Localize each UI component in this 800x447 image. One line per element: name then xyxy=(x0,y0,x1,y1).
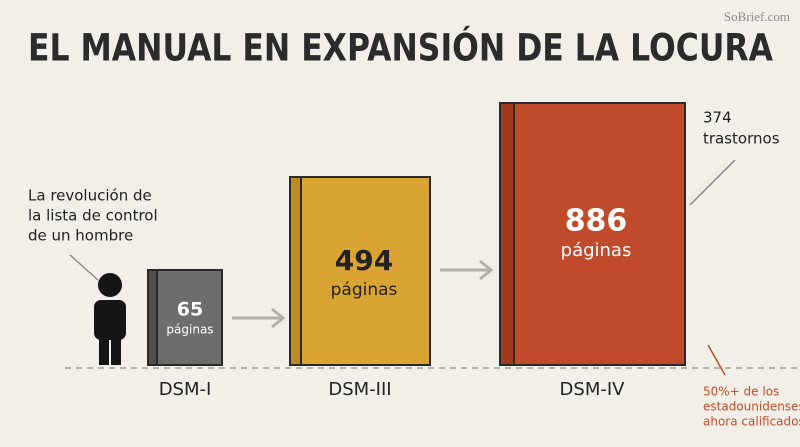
book-label: DSM-III xyxy=(328,379,391,400)
page-count: 494 xyxy=(335,244,393,277)
arrow xyxy=(232,307,286,329)
annotation-line: ahora calificados xyxy=(703,415,800,429)
leader-line xyxy=(707,344,726,376)
annotation-line: estadounidenses xyxy=(703,400,800,414)
book xyxy=(499,102,686,366)
annotation: 50%+ de los estadounidenses ahora califi… xyxy=(703,385,800,429)
annotation-line: 50%+ de los xyxy=(703,385,779,399)
annotation: La revolución de la lista de control de … xyxy=(28,109,780,245)
page-count: 886 xyxy=(565,204,628,239)
title: EL MANUAL EN EXPANSIÓN DE LA LOCURA xyxy=(28,26,773,70)
annotation-line: La revolución de xyxy=(28,187,152,205)
arrow xyxy=(440,259,494,281)
page-unit: páginas xyxy=(561,240,632,261)
annotation-line: la lista de control xyxy=(28,207,158,225)
book xyxy=(147,269,223,366)
page-unit: páginas xyxy=(331,280,398,300)
annotation-line: trastornos xyxy=(703,130,780,148)
page-unit: páginas xyxy=(166,323,213,337)
annotation-line: 374 xyxy=(703,109,732,127)
book-label: DSM-I xyxy=(159,379,212,400)
page-count: 65 xyxy=(177,299,203,321)
leader-line xyxy=(69,254,99,281)
watermark: SoBrief.com xyxy=(724,9,790,24)
book xyxy=(289,176,431,366)
annotation-line: de un hombre xyxy=(28,227,133,245)
book-label: DSM-IV xyxy=(560,379,626,400)
leader-line xyxy=(689,159,736,206)
person-icon xyxy=(94,273,126,365)
